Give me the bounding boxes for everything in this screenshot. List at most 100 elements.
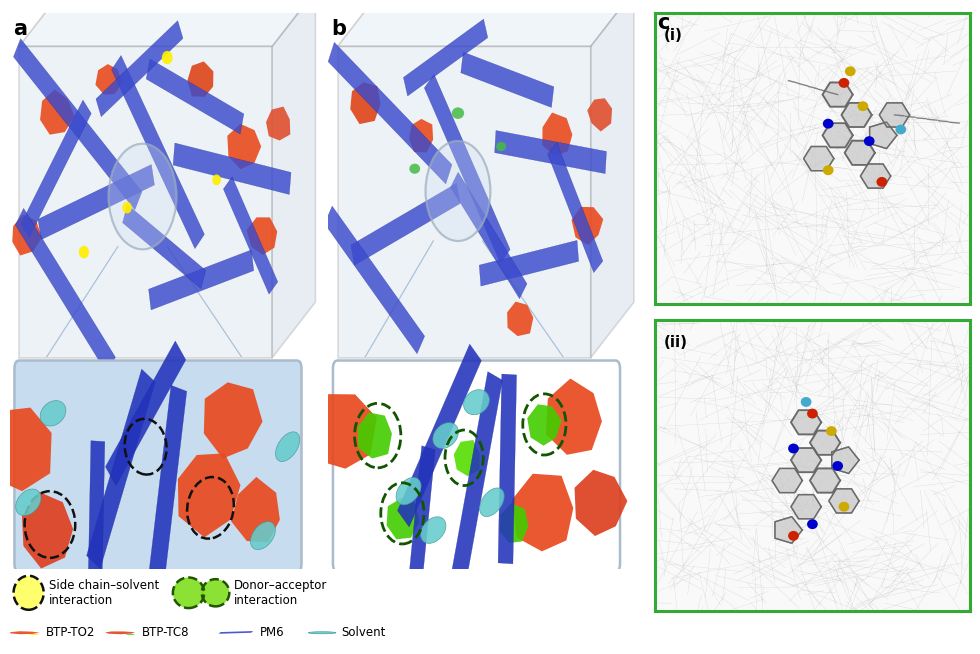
Ellipse shape — [78, 246, 89, 258]
Ellipse shape — [479, 488, 504, 517]
Polygon shape — [146, 59, 244, 134]
Polygon shape — [387, 498, 419, 540]
Polygon shape — [809, 430, 840, 455]
Polygon shape — [845, 141, 875, 165]
Polygon shape — [829, 489, 859, 513]
Text: Solvent: Solvent — [341, 627, 385, 639]
Polygon shape — [832, 447, 859, 473]
Polygon shape — [312, 394, 377, 469]
Polygon shape — [775, 517, 803, 543]
Polygon shape — [454, 440, 479, 476]
Circle shape — [801, 397, 811, 407]
FancyBboxPatch shape — [15, 360, 302, 572]
Polygon shape — [14, 39, 142, 210]
Text: c: c — [658, 13, 670, 33]
Circle shape — [788, 531, 799, 541]
Ellipse shape — [251, 522, 275, 549]
Text: BTP-TC8: BTP-TC8 — [141, 627, 189, 639]
Polygon shape — [22, 492, 74, 568]
Polygon shape — [351, 183, 461, 266]
Polygon shape — [358, 413, 392, 458]
Circle shape — [823, 119, 834, 129]
Polygon shape — [479, 241, 578, 286]
Polygon shape — [546, 379, 602, 455]
Polygon shape — [542, 112, 572, 155]
Ellipse shape — [522, 394, 566, 455]
Circle shape — [858, 101, 868, 111]
Polygon shape — [860, 164, 891, 188]
Polygon shape — [19, 0, 316, 46]
Text: BTP-TO2: BTP-TO2 — [46, 627, 96, 639]
Polygon shape — [407, 446, 435, 603]
Polygon shape — [328, 43, 452, 184]
Polygon shape — [809, 468, 840, 492]
Ellipse shape — [355, 404, 401, 468]
Polygon shape — [0, 407, 52, 491]
Ellipse shape — [162, 51, 172, 64]
Ellipse shape — [396, 477, 421, 505]
Ellipse shape — [496, 142, 507, 151]
Polygon shape — [574, 470, 627, 536]
Polygon shape — [19, 46, 272, 358]
Ellipse shape — [16, 489, 41, 515]
Polygon shape — [350, 82, 380, 124]
Polygon shape — [409, 119, 433, 152]
Polygon shape — [498, 374, 516, 564]
Polygon shape — [772, 468, 803, 492]
Circle shape — [832, 461, 843, 471]
Polygon shape — [495, 131, 607, 173]
Ellipse shape — [464, 390, 489, 415]
Polygon shape — [96, 21, 183, 116]
Polygon shape — [451, 172, 527, 299]
Circle shape — [788, 443, 799, 453]
Polygon shape — [149, 250, 254, 310]
Polygon shape — [337, 46, 591, 358]
Ellipse shape — [213, 175, 221, 185]
Ellipse shape — [202, 579, 229, 606]
Polygon shape — [398, 344, 481, 527]
Ellipse shape — [381, 483, 424, 544]
Ellipse shape — [172, 577, 204, 608]
Ellipse shape — [125, 634, 135, 635]
Polygon shape — [219, 631, 253, 634]
Polygon shape — [112, 56, 205, 249]
Polygon shape — [507, 301, 533, 336]
Polygon shape — [791, 494, 821, 519]
Polygon shape — [822, 82, 853, 107]
Text: b: b — [331, 18, 346, 39]
Polygon shape — [204, 383, 263, 458]
Ellipse shape — [187, 483, 233, 544]
Polygon shape — [16, 209, 116, 373]
Ellipse shape — [425, 141, 490, 241]
Text: PM6: PM6 — [260, 627, 284, 639]
Polygon shape — [404, 19, 488, 96]
Ellipse shape — [125, 419, 166, 475]
Ellipse shape — [309, 632, 336, 634]
Polygon shape — [842, 103, 872, 127]
Polygon shape — [231, 477, 280, 542]
Polygon shape — [500, 503, 528, 543]
Circle shape — [826, 426, 837, 436]
Circle shape — [876, 177, 887, 187]
Text: (ii): (ii) — [664, 335, 688, 350]
Polygon shape — [40, 90, 74, 135]
Ellipse shape — [40, 401, 66, 426]
Circle shape — [808, 519, 817, 529]
Polygon shape — [10, 631, 40, 634]
Polygon shape — [187, 61, 214, 97]
Polygon shape — [21, 100, 91, 237]
Text: a: a — [13, 18, 26, 39]
Polygon shape — [87, 441, 105, 608]
Polygon shape — [223, 177, 277, 294]
Polygon shape — [791, 448, 821, 472]
Polygon shape — [337, 0, 634, 46]
Polygon shape — [95, 64, 122, 95]
FancyBboxPatch shape — [333, 360, 620, 572]
Polygon shape — [13, 215, 42, 256]
Ellipse shape — [445, 430, 483, 485]
Ellipse shape — [452, 107, 465, 119]
Text: Side chain–solvent
interaction: Side chain–solvent interaction — [49, 579, 160, 607]
Polygon shape — [86, 369, 155, 569]
Circle shape — [845, 66, 856, 77]
Ellipse shape — [410, 164, 420, 174]
